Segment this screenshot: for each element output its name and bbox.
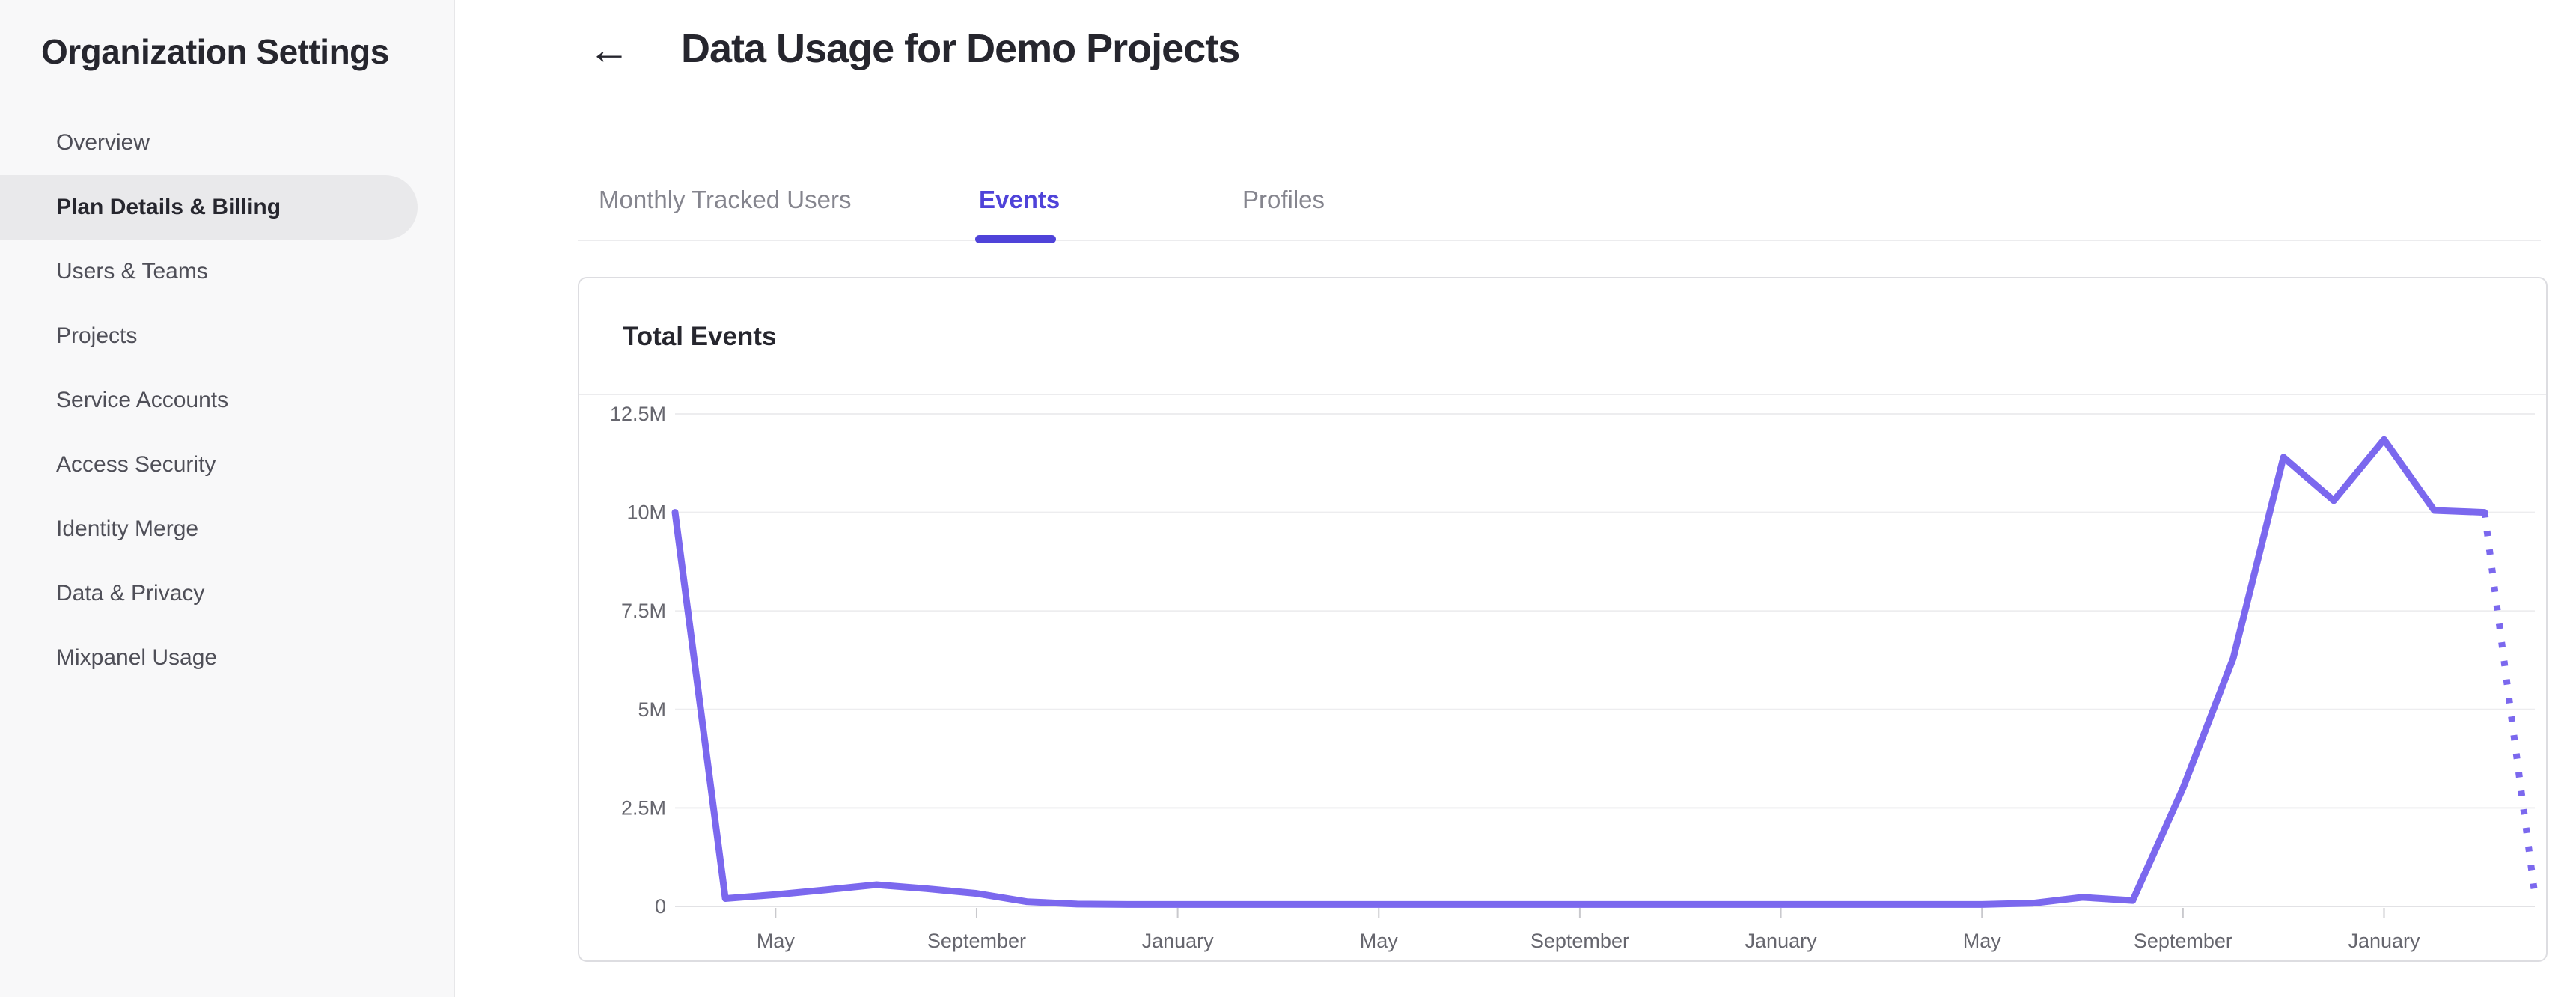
sidebar-item-access-security[interactable]: Access Security bbox=[56, 452, 216, 477]
sidebar-item-plan-details-billing[interactable]: Plan Details & Billing bbox=[0, 175, 418, 240]
sidebar-item-data-privacy[interactable]: Data & Privacy bbox=[56, 581, 205, 606]
sidebar-item-mixpanel-usage[interactable]: Mixpanel Usage bbox=[56, 645, 218, 670]
sidebar-item-service-accounts[interactable]: Service Accounts bbox=[56, 388, 229, 412]
sidebar-item-users-teams[interactable]: Users & Teams bbox=[56, 259, 208, 284]
y-axis-tick-label: 7.5M bbox=[621, 600, 666, 622]
sidebar-item-identity-merge[interactable]: Identity Merge bbox=[56, 516, 199, 541]
tab-profiles[interactable]: Profiles bbox=[1242, 186, 1325, 213]
sidebar: Organization Settings Overview Plan Detai… bbox=[0, 0, 455, 997]
sidebar-item-overview[interactable]: Overview bbox=[56, 130, 150, 155]
sidebar-title: Organization Settings bbox=[41, 32, 389, 71]
chart-svg: 12.5M 10M 7.5M 5M 2.5M 0 May September January Ma… bbox=[610, 403, 2539, 952]
x-axis-tick-label: September bbox=[2134, 930, 2232, 952]
x-axis-tick-label: September bbox=[1530, 930, 1629, 952]
projected-events-line bbox=[2481, 512, 2539, 895]
tab-monthly-tracked-users[interactable]: Monthly Tracked Users bbox=[599, 186, 852, 213]
x-axis-tick-label: January bbox=[2348, 930, 2420, 952]
x-axis-tick-label: September bbox=[927, 930, 1026, 952]
x-axis-tick-label: May bbox=[757, 930, 796, 952]
y-axis-tick-label: 2.5M bbox=[621, 796, 666, 819]
page-title: Data Usage for Demo Projects bbox=[681, 26, 1240, 71]
y-axis-tick-label: 12.5M bbox=[610, 403, 666, 425]
sidebar-nav: Overview Plan Details & Billing Users & Te… bbox=[0, 111, 454, 690]
x-axis-tick-label: May bbox=[1360, 930, 1399, 952]
x-axis-tick-label: May bbox=[1963, 930, 2002, 952]
card-title: Total Events bbox=[623, 322, 777, 351]
card-header: Total Events bbox=[579, 278, 2546, 395]
y-axis-tick-label: 10M bbox=[626, 501, 666, 524]
tab-events[interactable]: Events bbox=[979, 186, 1060, 213]
y-axis-tick-label: 5M bbox=[638, 698, 666, 721]
y-axis-tick-label: 0 bbox=[655, 895, 666, 918]
x-axis-tick-label: January bbox=[1745, 930, 1818, 952]
x-axis-tick-label: January bbox=[1142, 930, 1215, 952]
back-arrow-icon[interactable]: ← bbox=[588, 25, 630, 73]
total-events-line bbox=[671, 436, 2488, 908]
total-events-card: Total Events 12.5M 10M 7.5M 5M 2.5M 0 May Septe… bbox=[578, 277, 2548, 962]
total-events-chart: 12.5M 10M 7.5M 5M 2.5M 0 May September January Ma… bbox=[579, 395, 2546, 960]
sidebar-item-projects[interactable]: Projects bbox=[56, 323, 138, 348]
active-tab-indicator bbox=[975, 235, 1056, 243]
tab-bar: Monthly Tracked Users Events Profiles bbox=[578, 150, 2541, 243]
